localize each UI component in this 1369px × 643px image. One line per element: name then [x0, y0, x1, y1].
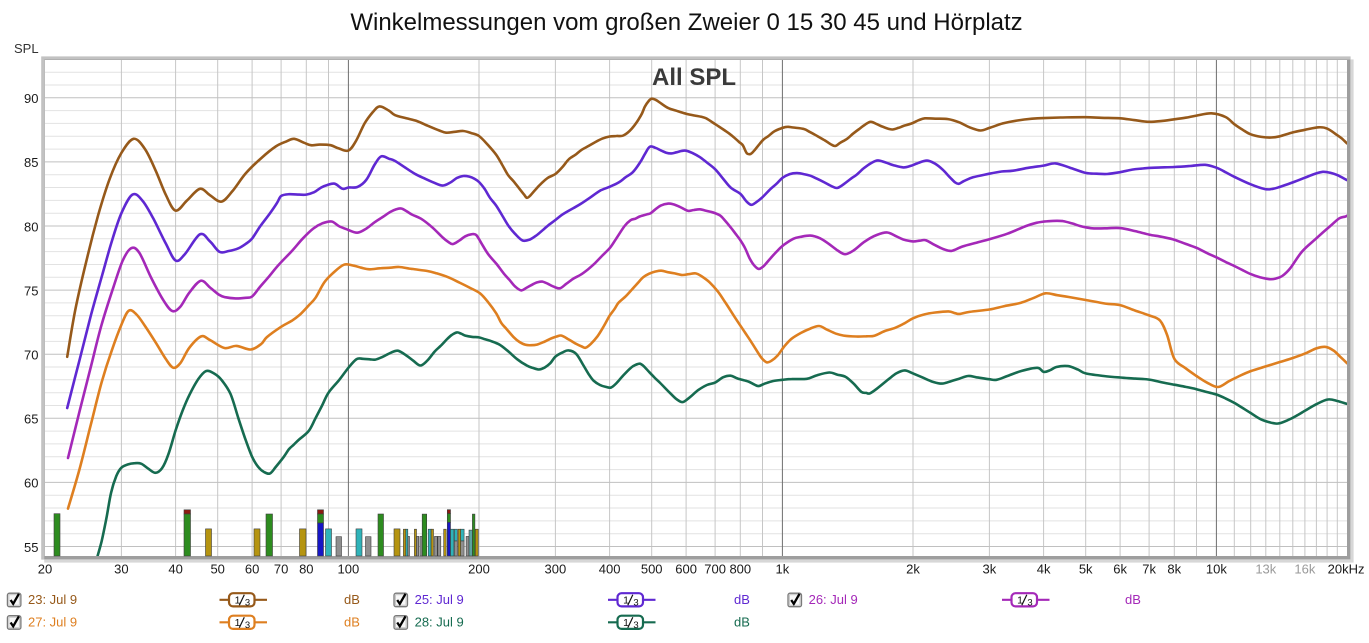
svg-text:80: 80: [299, 562, 313, 577]
svg-text:1: 1: [1017, 595, 1023, 607]
svg-text:3: 3: [633, 597, 638, 608]
svg-text:dB: dB: [734, 592, 750, 607]
svg-text:dB: dB: [1125, 592, 1141, 607]
svg-text:1: 1: [623, 617, 629, 629]
svg-text:7k: 7k: [1142, 562, 1156, 577]
svg-text:All SPL: All SPL: [652, 64, 736, 91]
svg-text:90: 90: [24, 91, 38, 106]
svg-text:65: 65: [24, 412, 38, 427]
svg-text:dB: dB: [734, 615, 750, 630]
svg-text:700: 700: [704, 562, 726, 577]
svg-text:4k: 4k: [1037, 562, 1051, 577]
svg-text:50: 50: [210, 562, 224, 577]
svg-text:30: 30: [114, 562, 128, 577]
svg-text:25: Jul 9: 25: Jul 9: [415, 592, 464, 607]
svg-text:26: Jul 9: 26: Jul 9: [809, 592, 858, 607]
svg-text:1: 1: [623, 595, 629, 607]
svg-text:100: 100: [338, 562, 360, 577]
svg-text:1: 1: [235, 617, 241, 629]
svg-text:85: 85: [24, 155, 38, 170]
svg-text:600: 600: [675, 562, 697, 577]
svg-text:SPL: SPL: [14, 41, 39, 56]
svg-text:300: 300: [545, 562, 567, 577]
svg-text:60: 60: [245, 562, 259, 577]
svg-text:3: 3: [245, 620, 250, 631]
svg-text:3: 3: [1027, 597, 1032, 608]
svg-text:1: 1: [235, 595, 241, 607]
svg-text:60: 60: [24, 476, 38, 491]
svg-text:70: 70: [24, 348, 38, 363]
svg-text:8k: 8k: [1167, 562, 1181, 577]
svg-text:20: 20: [38, 562, 52, 577]
svg-text:800: 800: [729, 562, 751, 577]
svg-text:23: Jul 9: 23: Jul 9: [28, 592, 77, 607]
svg-text:28: Jul 9: 28: Jul 9: [415, 615, 464, 630]
svg-text:500: 500: [641, 562, 663, 577]
svg-text:13k: 13k: [1255, 562, 1276, 577]
svg-text:6k: 6k: [1113, 562, 1127, 577]
svg-text:1k: 1k: [776, 562, 790, 577]
svg-text:10k: 10k: [1206, 562, 1227, 577]
svg-text:20kHz: 20kHz: [1328, 562, 1365, 577]
svg-text:400: 400: [599, 562, 621, 577]
svg-text:27: Jul 9: 27: Jul 9: [28, 615, 77, 630]
svg-text:dB: dB: [344, 592, 360, 607]
svg-text:70: 70: [274, 562, 288, 577]
svg-text:3: 3: [633, 620, 638, 631]
svg-text:Winkelmessungen vom großen Zwe: Winkelmessungen vom großen Zweier 0 15 3…: [350, 9, 1022, 36]
svg-text:16k: 16k: [1294, 562, 1315, 577]
svg-text:dB: dB: [344, 615, 360, 630]
svg-text:200: 200: [468, 562, 490, 577]
svg-text:75: 75: [24, 283, 38, 298]
svg-text:80: 80: [24, 219, 38, 234]
svg-text:5k: 5k: [1079, 562, 1093, 577]
svg-text:40: 40: [168, 562, 182, 577]
svg-text:2k: 2k: [906, 562, 920, 577]
svg-text:3: 3: [245, 597, 250, 608]
svg-text:3k: 3k: [983, 562, 997, 577]
svg-text:55: 55: [24, 540, 38, 555]
